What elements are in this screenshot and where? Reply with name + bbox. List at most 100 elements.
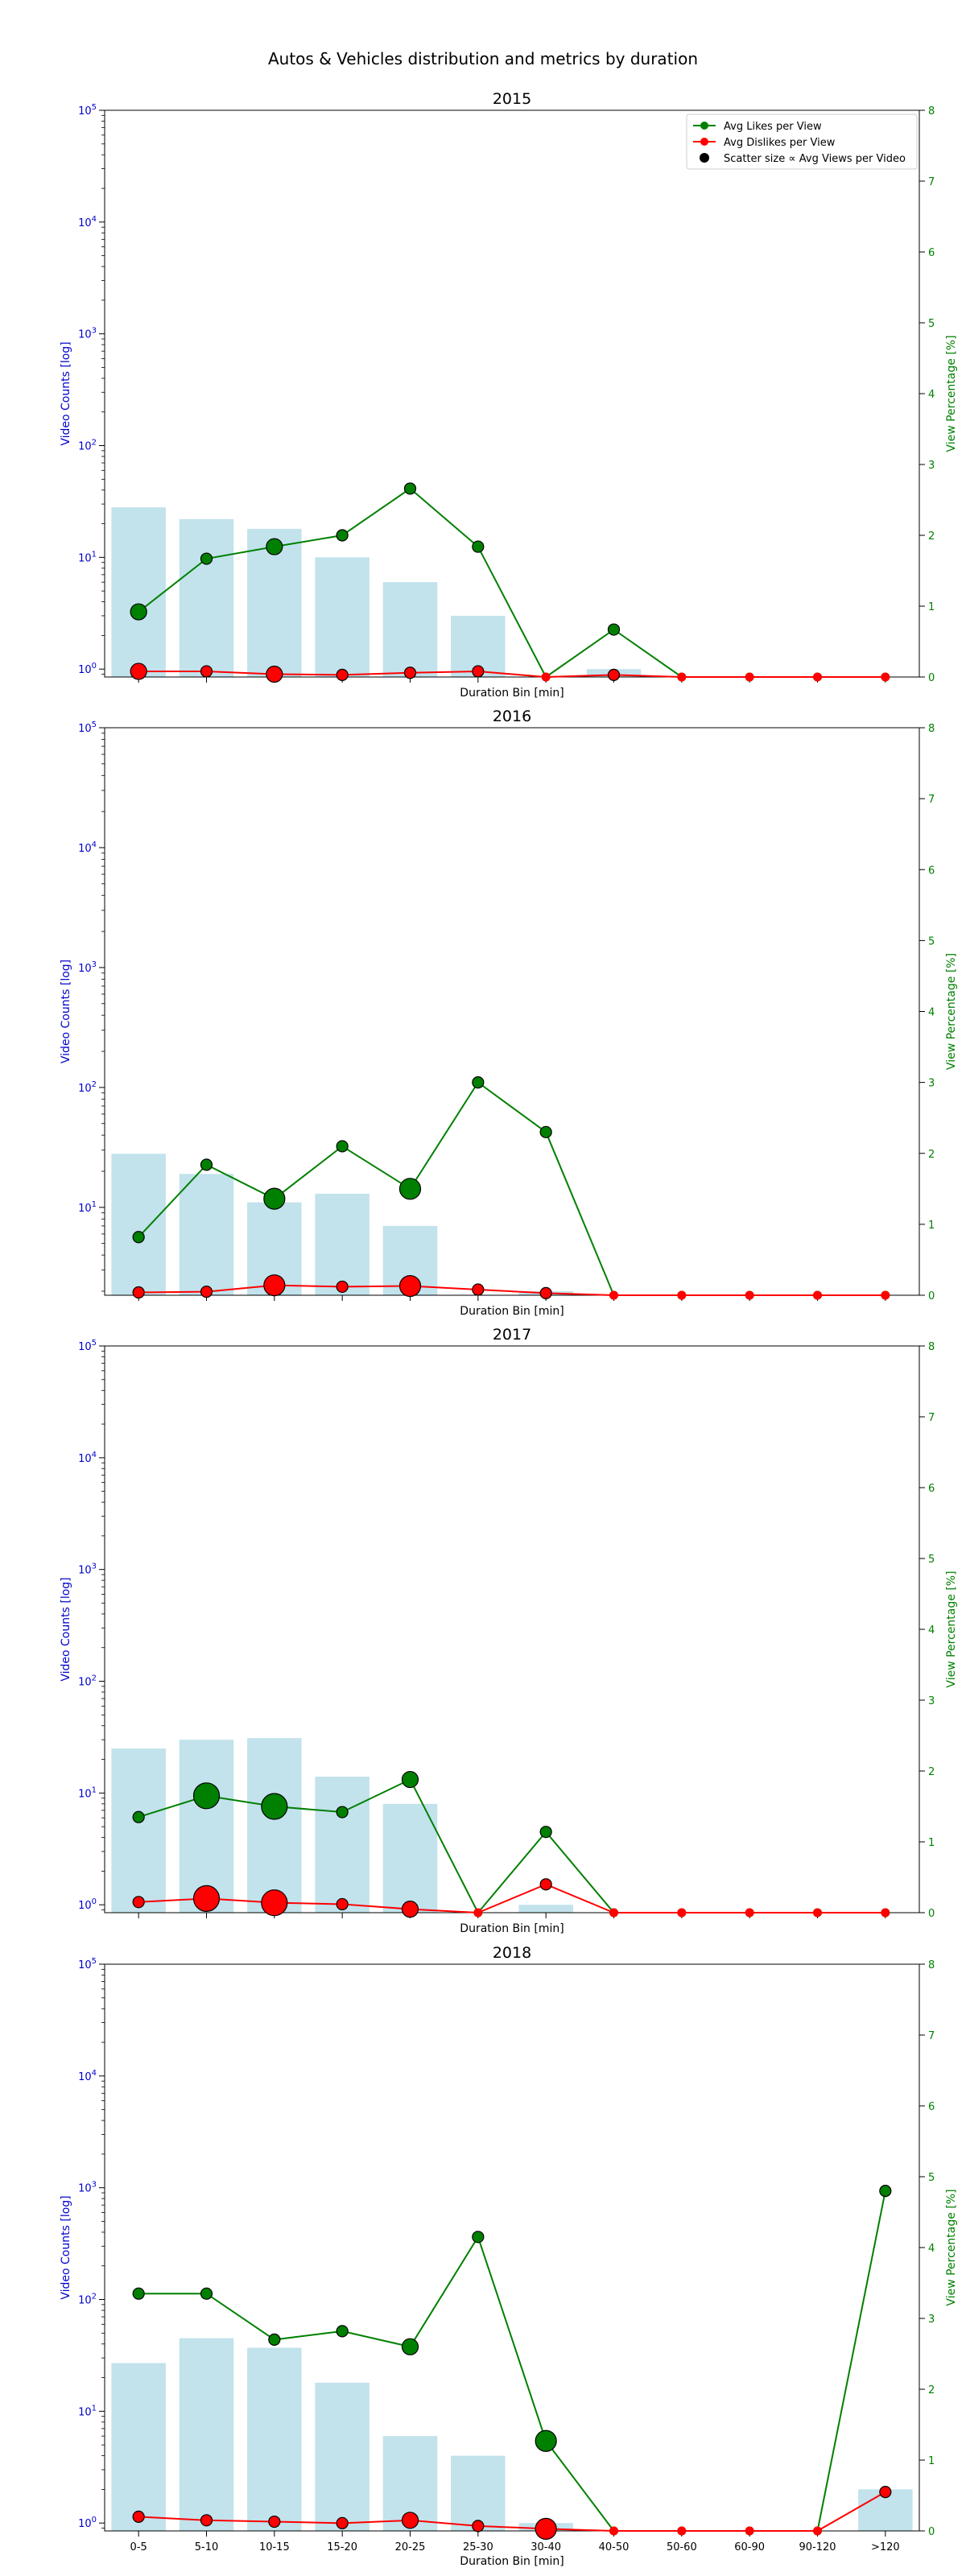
likes-point-5-10: [192, 1782, 221, 1810]
x-tick-label-30-40: 30-40: [530, 2541, 561, 2553]
y2-axis-label: View Percentage [%]: [945, 1571, 958, 1687]
bar-5-10: [179, 518, 234, 677]
bar-5-10: [179, 2338, 234, 2531]
x-axis-label: Duration Bin [min]: [460, 687, 564, 700]
y-tick-label: 103: [78, 327, 97, 341]
y2-tick-label: 6: [928, 865, 935, 877]
likes-point->120: [879, 2185, 892, 2198]
y-tick-label: 102: [78, 2293, 97, 2307]
y-tick-label: 100: [78, 1897, 97, 1912]
figure-title: Autos & Vehicles distribution and metric…: [268, 49, 698, 68]
y2-tick-label: 6: [928, 1483, 935, 1495]
likes-point-10-15: [266, 538, 283, 555]
legend-swatch-marker: [700, 153, 709, 163]
dislikes-point-5-10: [200, 2514, 213, 2527]
y-axis-label: Video Counts [log]: [60, 960, 72, 1063]
y2-tick-label: 8: [928, 1959, 935, 1971]
dislikes-point-5-10: [192, 1885, 221, 1912]
y-tick-label: 103: [78, 2181, 97, 2195]
y2-tick-label: 6: [928, 247, 935, 259]
y2-axis-label: View Percentage [%]: [945, 2189, 958, 2306]
bar-5-10: [179, 1740, 234, 1913]
dislikes-point-60-90: [745, 672, 754, 682]
x-axis-label: Duration Bin [min]: [460, 1305, 564, 1318]
dislikes-point-40-50: [609, 1290, 618, 1300]
bar-15-20: [315, 557, 369, 677]
x-tick-label-50-60: 50-60: [667, 2541, 697, 2553]
likes-point-15-20: [336, 2325, 349, 2338]
x-tick-label-40-50: 40-50: [599, 2541, 630, 2553]
y2-axis-label: View Percentage [%]: [945, 335, 958, 452]
y2-tick-label: 0: [928, 1908, 935, 1920]
y2-tick-label: 7: [928, 794, 935, 806]
dislikes-point->120: [881, 1908, 890, 1918]
y-tick-label: 101: [78, 1200, 97, 1215]
y-axis-label: Video Counts [log]: [60, 2195, 72, 2299]
y-tick-label: 103: [78, 960, 97, 975]
likes-point-20-25: [398, 1178, 422, 1200]
dislikes-point-60-90: [745, 2526, 754, 2536]
y2-tick-label: 1: [928, 601, 935, 613]
subplot-title: 2016: [493, 708, 531, 725]
y2-tick-label: 4: [928, 1624, 935, 1637]
dislikes-point-90-120: [813, 672, 822, 682]
dislikes-point-5-10: [200, 665, 213, 678]
likes-point-20-25: [401, 1770, 419, 1789]
dislikes-point-50-60: [677, 2526, 687, 2536]
dislikes-point-5-10: [200, 1285, 213, 1298]
y2-tick-label: 2: [928, 2384, 935, 2396]
y-tick-label: 104: [78, 215, 97, 229]
likes-point-20-25: [403, 482, 417, 495]
dislikes-point-40-50: [607, 668, 621, 681]
y-tick-label: 100: [78, 2516, 97, 2530]
y2-tick-label: 4: [928, 389, 935, 401]
dislikes-point->120: [879, 2486, 892, 2499]
dislikes-point-50-60: [677, 1290, 687, 1300]
likes-point-15-20: [336, 1140, 349, 1153]
y-tick-label: 100: [78, 662, 97, 676]
x-tick-label-0-5: 0-5: [130, 2541, 147, 2553]
dislikes-point-30-40: [539, 1286, 552, 1299]
dislikes-point-20-25: [401, 2512, 419, 2529]
legend: Avg Likes per View Avg Dislikes per View S…: [686, 114, 918, 170]
bar-0-5: [111, 1154, 166, 1295]
x-tick-label-15-20: 15-20: [327, 2541, 357, 2553]
dislikes-point-15-20: [336, 1280, 349, 1294]
dislikes-point-90-120: [813, 2526, 822, 2536]
y-tick-label: 105: [78, 720, 97, 735]
dislikes-point-10-15: [261, 1889, 288, 1917]
dislikes-point-25-30: [472, 2520, 485, 2533]
panels: 2015100101102103104105012345678Duration …: [60, 90, 958, 2568]
dislikes-point-50-60: [677, 672, 687, 682]
likes-point-5-10: [200, 552, 213, 565]
y2-tick-label: 7: [928, 176, 935, 188]
likes-point-0-5: [132, 1810, 145, 1823]
dislikes-point-15-20: [336, 1897, 349, 1911]
dislikes-point->120: [881, 672, 890, 682]
bar-5-10: [179, 1174, 234, 1295]
y2-tick-label: 2: [928, 530, 935, 543]
dislikes-point-10-15: [268, 2515, 281, 2529]
x-tick-label-5-10: 5-10: [195, 2541, 219, 2553]
bar-0-5: [111, 507, 166, 677]
x-tick-label-90-120: 90-120: [799, 2541, 836, 2553]
dislikes-line: [138, 1284, 886, 1296]
likes-point-0-5: [132, 2287, 145, 2300]
x-tick-label->120: >120: [871, 2541, 900, 2553]
bar-15-20: [315, 2382, 369, 2531]
dislikes-point-20-25: [398, 1274, 422, 1298]
bar-25-30: [451, 2455, 506, 2531]
dislikes-point-20-25: [403, 667, 417, 679]
dislikes-line: [138, 670, 886, 679]
bar-30-40: [518, 1905, 573, 1913]
x-axis-label: Duration Bin [min]: [460, 2555, 564, 2568]
y2-tick-label: 0: [928, 672, 935, 684]
y-tick-label: 104: [78, 2069, 97, 2083]
subplot-title: 2017: [493, 1326, 531, 1344]
dislikes-point-30-40: [535, 2517, 557, 2540]
y2-tick-label: 5: [928, 318, 935, 330]
dislikes-point-90-120: [813, 1908, 822, 1918]
likes-point-30-40: [535, 2429, 557, 2452]
y-tick-label: 102: [78, 1674, 97, 1689]
y2-tick-label: 8: [928, 105, 935, 118]
